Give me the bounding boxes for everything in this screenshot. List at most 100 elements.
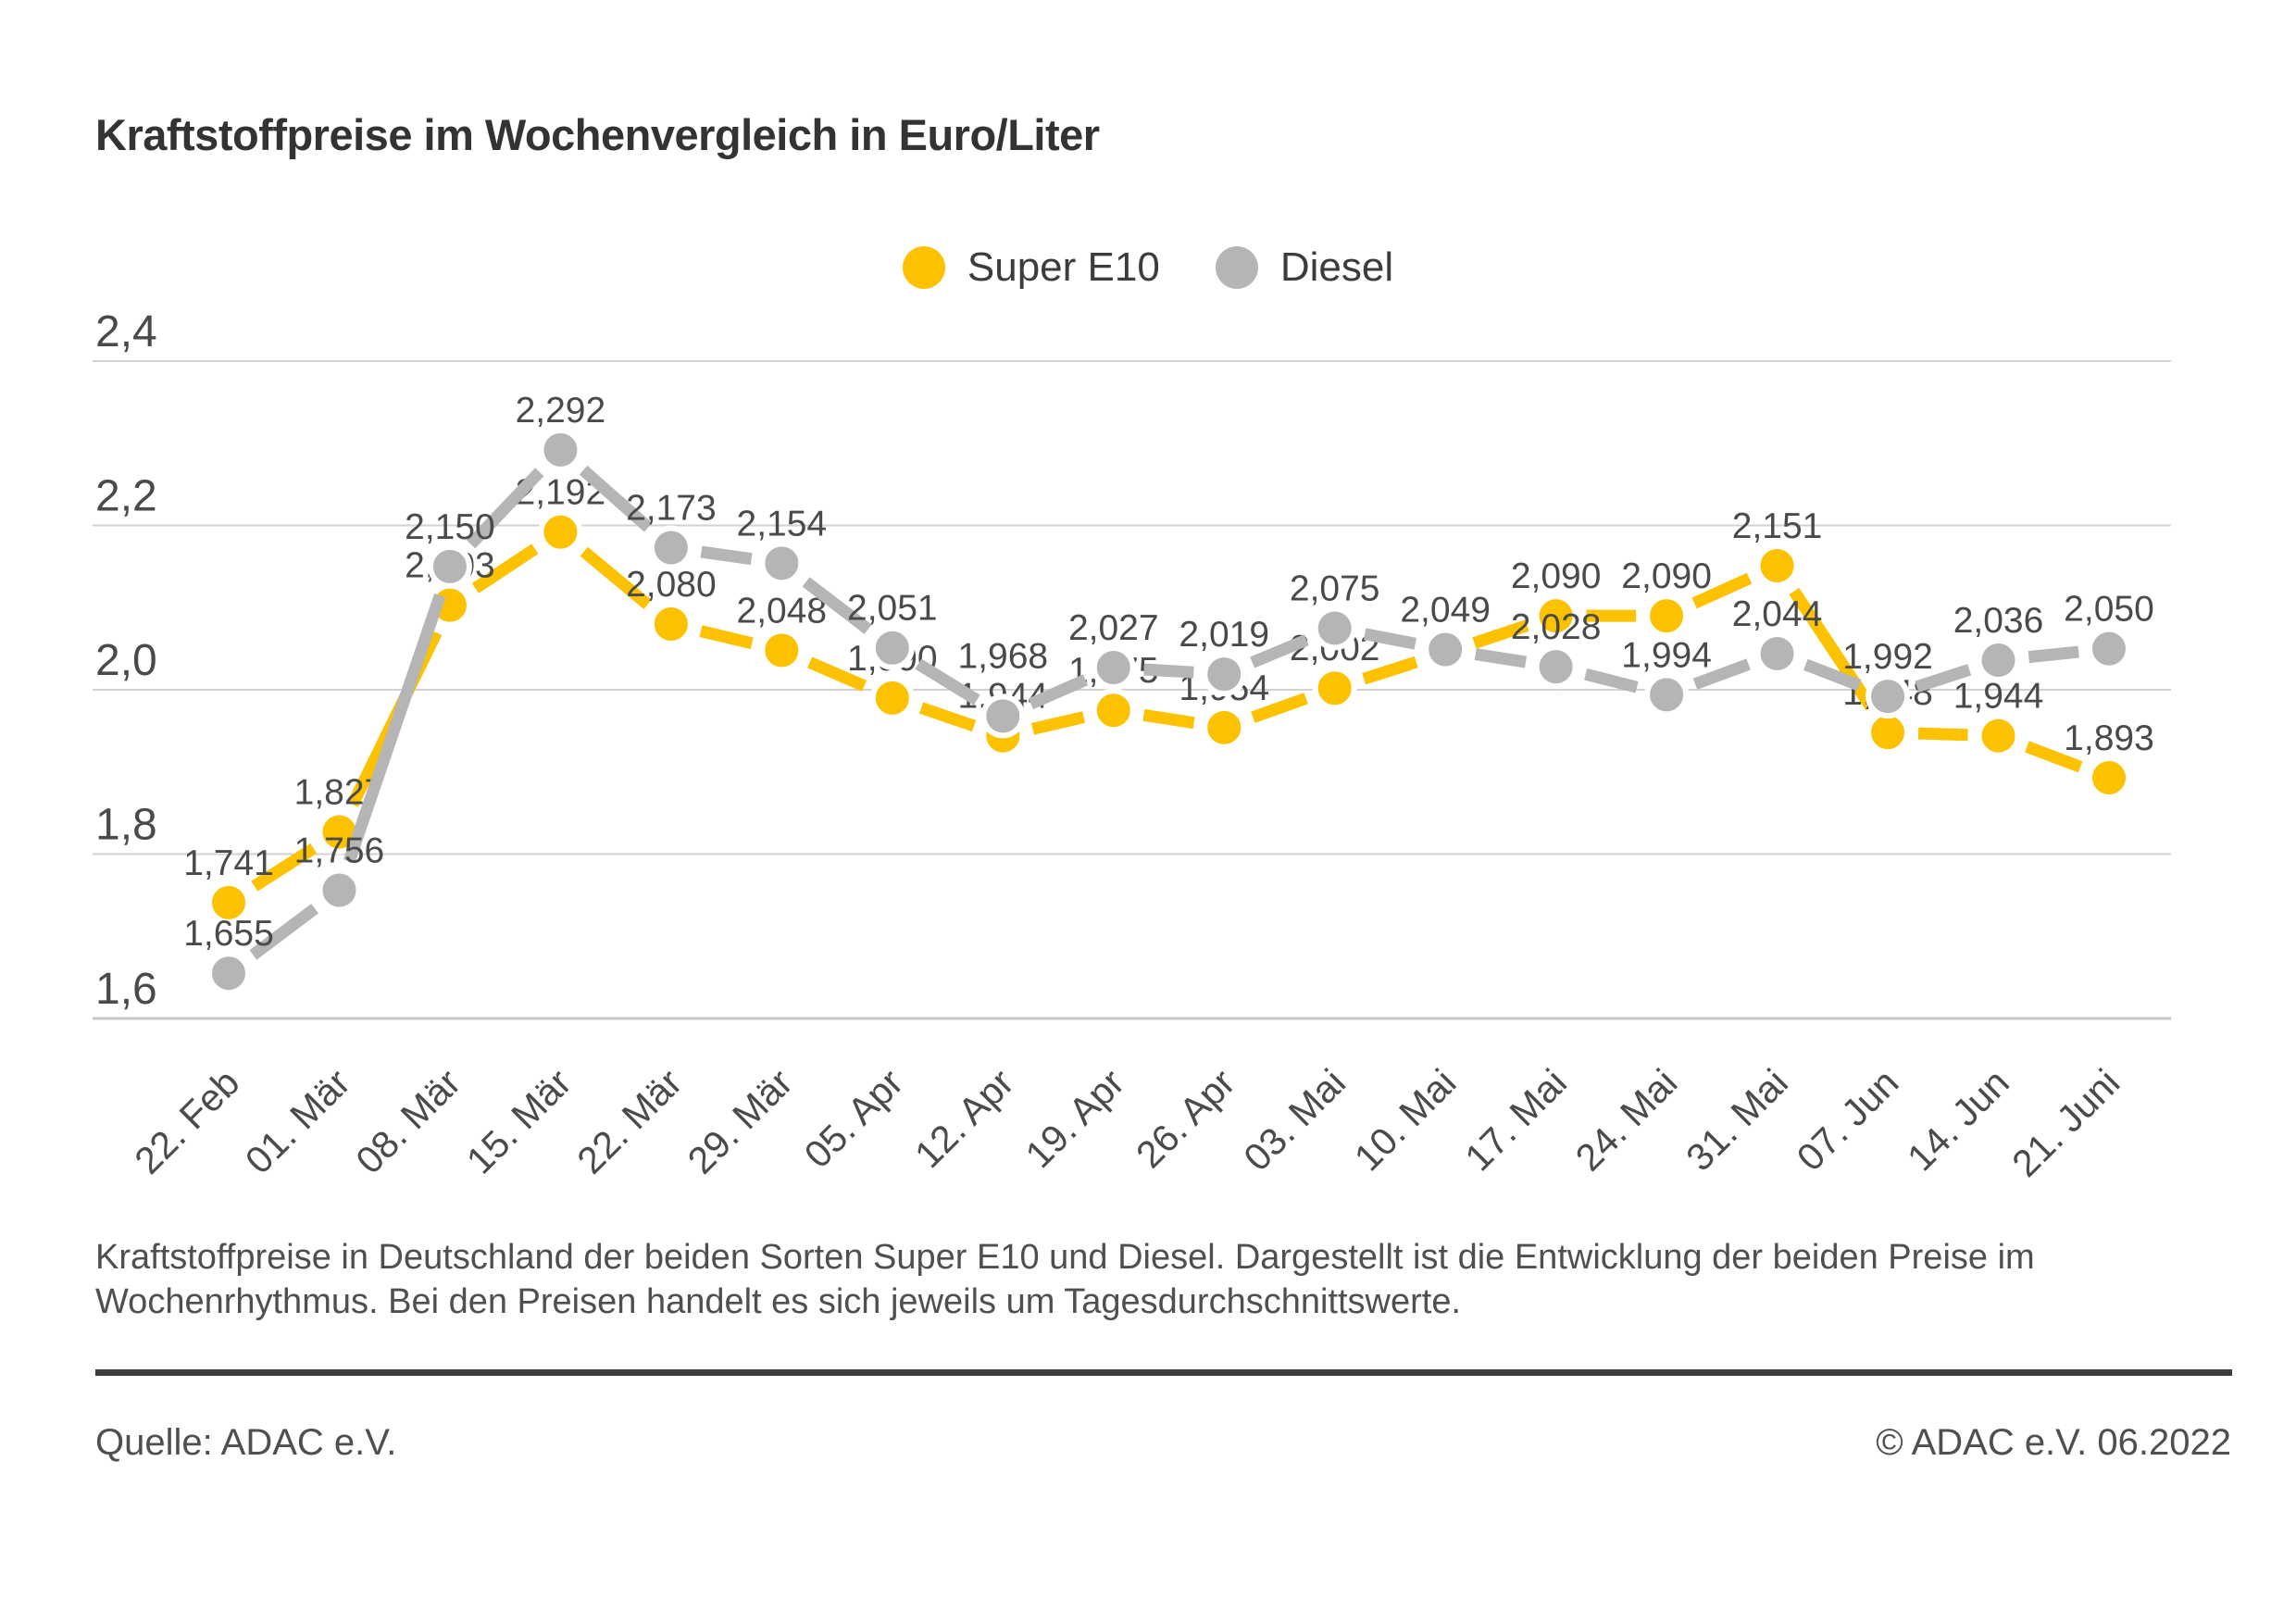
data-label: 2,075 xyxy=(1290,568,1380,608)
line-segment xyxy=(1917,727,1968,742)
data-point xyxy=(1754,631,1800,676)
line-segment xyxy=(1250,634,1309,668)
y-tick-label: 2,4 xyxy=(95,307,157,356)
data-point xyxy=(869,675,915,720)
line-segment xyxy=(918,702,977,732)
data-label: 2,049 xyxy=(1400,591,1491,631)
source-text: Quelle: ADAC e.V. xyxy=(95,1422,397,1463)
data-label: 1,992 xyxy=(1842,637,1933,677)
data-point xyxy=(1091,688,1136,733)
data-point xyxy=(1423,627,1468,672)
data-label: 2,090 xyxy=(1511,556,1602,596)
copyright-text: © ADAC e.V. 06.2022 xyxy=(1876,1422,2231,1463)
line-segment xyxy=(1028,674,1089,710)
data-point xyxy=(317,868,362,913)
x-tick-label: 08. Mär xyxy=(347,1061,468,1182)
caption-line-1: Kraftstoffpreise in Deutschland der beid… xyxy=(95,1238,2035,1277)
data-label: 2,051 xyxy=(847,589,938,629)
line-segment xyxy=(1472,619,1529,649)
data-label: 2,150 xyxy=(405,507,495,547)
data-label: 1,741 xyxy=(183,843,274,883)
data-label: 2,036 xyxy=(1953,601,2044,641)
line-segment xyxy=(802,577,872,634)
data-point xyxy=(2086,626,2131,671)
series-diesel: 1,655 1,756 2,150 2,292 2,173 2,154 2,051 1,968… xyxy=(183,391,2154,996)
data-point xyxy=(1644,672,1690,718)
line-segment xyxy=(1692,658,1751,690)
x-tick-label: 14. Jun xyxy=(1899,1061,2017,1180)
data-label: 2,027 xyxy=(1068,608,1159,648)
x-tick-label: 22. Feb xyxy=(127,1061,248,1182)
data-point xyxy=(1976,713,2021,758)
line-segment xyxy=(251,843,318,892)
line-segment xyxy=(2028,645,2079,664)
footer-separator xyxy=(95,1369,2232,1376)
data-label: 2,019 xyxy=(1179,615,1269,655)
legend-item-super-e10: Super E10 xyxy=(902,244,1160,291)
caption-line-2: Wochenrhythmus. Bei den Preisen handelt … xyxy=(95,1282,1462,1321)
data-label: 2,173 xyxy=(626,488,717,528)
line-segment xyxy=(1803,658,1862,692)
data-label: 1,655 xyxy=(183,914,274,954)
line-segment xyxy=(343,593,446,864)
line-segment xyxy=(249,904,318,960)
line-segment xyxy=(1584,668,1639,693)
line-segment xyxy=(2025,741,2083,773)
line-segment xyxy=(471,543,539,593)
data-point xyxy=(869,625,915,670)
y-tick-label: 2,2 xyxy=(95,472,157,521)
data-point xyxy=(759,628,805,673)
data-point xyxy=(1312,666,1357,711)
data-label: 2,050 xyxy=(2064,590,2154,630)
data-point xyxy=(648,525,693,570)
data-label: 2,151 xyxy=(1732,506,1823,546)
series-super-e10: 1,7411,8272,1032,1922,0802,0481,9901,944… xyxy=(183,473,2154,925)
data-point xyxy=(1312,606,1357,651)
chart-legend: Super E10 Diesel xyxy=(0,244,2296,291)
data-point xyxy=(1644,593,1690,639)
data-label: 2,048 xyxy=(737,591,828,631)
data-point xyxy=(2086,755,2131,800)
x-tick-label: 26. Apr xyxy=(1128,1061,1242,1176)
data-point xyxy=(1976,638,2021,683)
x-tick-label: 21. Juni xyxy=(2003,1061,2128,1185)
line-segment xyxy=(1691,572,1753,609)
data-point xyxy=(759,541,805,586)
super-e10-dot-icon xyxy=(902,246,945,289)
data-point xyxy=(1533,644,1578,690)
line-segment xyxy=(1474,648,1528,668)
data-point xyxy=(1091,645,1136,691)
data-point xyxy=(1754,543,1800,588)
data-label: 2,044 xyxy=(1732,594,1823,634)
x-tick-label: 01. Mär xyxy=(237,1061,358,1182)
line-segment xyxy=(1142,708,1195,730)
legend-label-super-e10: Super E10 xyxy=(967,244,1160,290)
data-point xyxy=(648,602,693,646)
line-segment xyxy=(1143,663,1194,679)
x-tick-label: 29. Mär xyxy=(680,1061,801,1182)
data-label: 1,968 xyxy=(957,636,1048,676)
x-tick-label: 03. Mai xyxy=(1235,1061,1354,1180)
page-title: Kraftstoffpreise im Wochenvergleich in E… xyxy=(95,110,1100,159)
data-point xyxy=(206,880,251,925)
line-segment xyxy=(1363,628,1417,650)
x-tick-label: 22. Mär xyxy=(568,1061,690,1182)
data-point xyxy=(1202,652,1247,697)
y-tick-label: 2,0 xyxy=(95,636,157,685)
data-label: 1,893 xyxy=(2064,718,2154,758)
data-point xyxy=(206,951,251,996)
grid: 2,4 2,2 2,0 1,8 1,6 xyxy=(93,307,2171,1020)
x-tick-label: 07. Jun xyxy=(1789,1061,1907,1180)
line-segment xyxy=(700,545,753,566)
chart-caption: Kraftstoffpreise in Deutschland der beid… xyxy=(95,1235,2188,1324)
x-tick-label: 05. Apr xyxy=(796,1061,911,1176)
x-tick-label: 10. Mai xyxy=(1346,1061,1465,1180)
x-tick-label: 12. Apr xyxy=(906,1061,1021,1176)
data-label: 2,028 xyxy=(1511,607,1602,647)
line-segment xyxy=(915,658,980,706)
data-point xyxy=(1533,593,1578,639)
data-point xyxy=(538,427,583,472)
data-point xyxy=(1866,674,1911,719)
data-label: 1,756 xyxy=(294,831,385,871)
